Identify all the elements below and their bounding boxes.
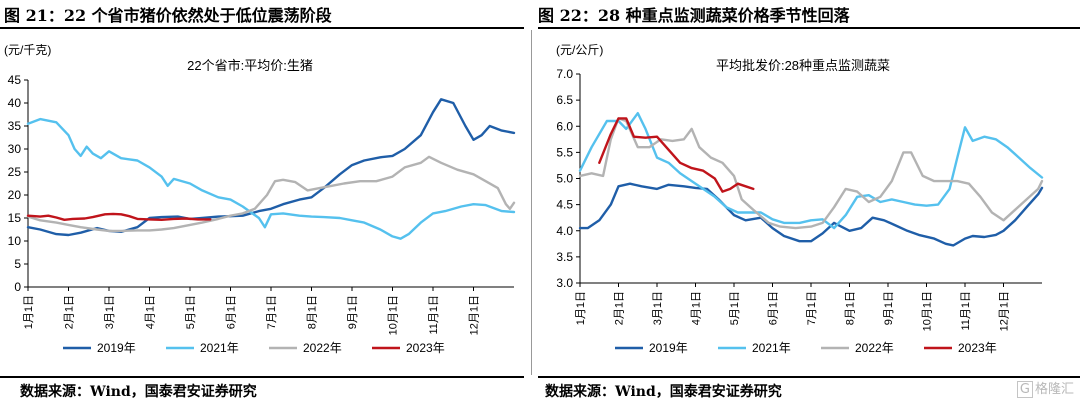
- series-line-2023年: [598, 117, 755, 193]
- right-source-note: 数据来源：Wind，国泰君安证券研究: [545, 384, 782, 400]
- series-line-2023年: [26, 212, 212, 221]
- y-tick-label: 30: [8, 142, 22, 156]
- y-tick-label: 15: [8, 211, 22, 225]
- legend-label: 2022年: [855, 341, 894, 355]
- y-tick-label: 40: [8, 96, 22, 110]
- x-tick-label: 3月1日: [652, 291, 664, 325]
- x-tick-label: 1月1日: [575, 291, 587, 325]
- chart-title: 22个省市:平均价:生猪: [187, 58, 313, 73]
- legend-label: 2023年: [406, 341, 445, 355]
- right-chart: (元/公斤) 平均批发价:28种重点监测蔬菜 3.0 3.5 4.0 4.5 5.0 5.5 6…: [556, 43, 1044, 355]
- right-source-rule: [538, 376, 1080, 378]
- y-axis-unit: (元/千克): [4, 43, 51, 57]
- left-title-rule: [0, 27, 524, 29]
- x-tick-label: 12月1日: [999, 291, 1011, 331]
- x-tick-label: 11月1日: [428, 295, 440, 335]
- y-tick-label: 4.5: [556, 198, 573, 212]
- legend-label: 2021年: [752, 341, 791, 355]
- x-tick-label: 5月1日: [185, 295, 197, 329]
- figure-divider: [531, 30, 532, 375]
- y-tick-label: 3.0: [556, 276, 573, 290]
- x-tick-label: 9月1日: [347, 295, 359, 329]
- x-tick-label: 10月1日: [922, 291, 934, 331]
- left-chart: (元/千克) 22个省市:平均价:生猪 0 5 10 15 20 25 30 35 40 45 1月1日…: [4, 43, 516, 355]
- series-line-2022年: [578, 117, 1044, 230]
- watermark: G 格隆汇: [1016, 378, 1074, 398]
- left-figure-title: 图 21：22 个省市猪价依然处于低位震荡阶段: [4, 6, 332, 25]
- x-tick-label: 2月1日: [614, 291, 626, 325]
- y-tick-label: 4.0: [556, 224, 573, 238]
- x-tick-label: 6月1日: [768, 291, 780, 325]
- x-tick-label: 11月1日: [960, 291, 972, 331]
- watermark-logo-icon: G: [1016, 381, 1033, 398]
- x-tick-label: 7月1日: [266, 295, 278, 329]
- y-axis-unit: (元/公斤): [556, 43, 603, 57]
- x-tick-label: 10月1日: [388, 295, 400, 335]
- series-line-2019年: [578, 182, 1044, 247]
- y-tick-label: 5.5: [556, 145, 573, 159]
- y-tick-label: 35: [8, 119, 22, 133]
- legend-label: 2019年: [97, 341, 136, 355]
- series-line-2021年: [578, 112, 1044, 230]
- legend-label: 2022年: [303, 341, 342, 355]
- x-tick-label: 4月1日: [145, 295, 157, 329]
- legend-label: 2019年: [649, 341, 688, 355]
- y-tick-label: 7.0: [556, 67, 573, 81]
- x-tick-label: 7月1日: [806, 291, 818, 325]
- left-source-rule: [0, 376, 524, 378]
- x-tick-label: 5月1日: [729, 291, 741, 325]
- x-tick-label: 6月1日: [226, 295, 238, 329]
- y-tick-label: 25: [8, 165, 22, 179]
- y-tick-label: 20: [8, 188, 22, 202]
- y-tick-label: 3.5: [556, 250, 573, 264]
- y-tick-label: 6.0: [556, 119, 573, 133]
- y-tick-label: 5.0: [556, 172, 573, 186]
- series-line-2021年: [26, 117, 516, 240]
- right-title-rule: [538, 27, 1080, 29]
- right-figure-title: 图 22：28 种重点监测蔬菜价格季节性回落: [538, 6, 850, 25]
- x-tick-label: 2月1日: [64, 295, 76, 329]
- x-tick-label: 4月1日: [691, 291, 703, 325]
- y-tick-label: 6.5: [556, 93, 573, 107]
- legend-label: 2023年: [958, 341, 997, 355]
- x-tick-label: 3月1日: [104, 295, 116, 329]
- y-tick-label: 45: [8, 73, 22, 87]
- watermark-text: 格隆汇: [1034, 382, 1074, 397]
- y-tick-label: 10: [8, 234, 22, 248]
- series-line-2022年: [26, 155, 516, 233]
- y-tick-label: 0: [14, 280, 21, 294]
- x-tick-label: 8月1日: [307, 295, 319, 329]
- x-tick-label: 1月1日: [23, 295, 35, 329]
- y-tick-label: 5: [14, 257, 21, 271]
- left-source-note: 数据来源：Wind，国泰君安证券研究: [20, 384, 257, 400]
- x-tick-label: 9月1日: [883, 291, 895, 325]
- x-tick-label: 12月1日: [469, 295, 481, 335]
- chart-title: 平均批发价:28种重点监测蔬菜: [716, 58, 890, 73]
- x-tick-label: 8月1日: [845, 291, 857, 325]
- legend-label: 2021年: [200, 341, 239, 355]
